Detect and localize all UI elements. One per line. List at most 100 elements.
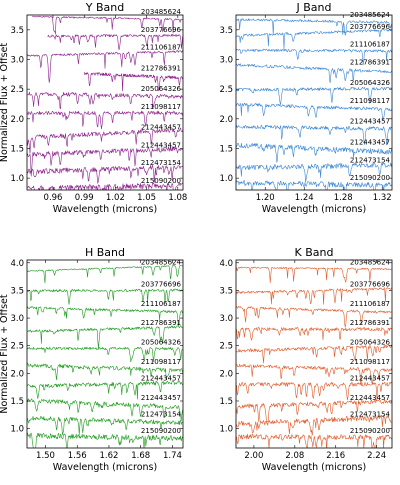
x-tick-label: 2.00 [244,451,263,461]
series-label-3: 212786391 [350,319,390,327]
series-label-8: 212473154 [141,410,182,418]
spectrum-line-7 [27,398,183,422]
x-tick-label: 1.62 [99,451,118,461]
panel-title: H Band [85,246,125,259]
x-tick-label: 1.68 [131,451,150,461]
x-axis-label: Wavelength (microns) [53,204,157,215]
series-label-7: 212443457 [350,394,390,402]
series-label-6: 212443457 [350,118,390,126]
series-label-1: 203776696 [141,280,182,288]
panel-0: 203485624 203776696 211106187 212786391 2050… [0,1,187,215]
y-tick-label: 4.0 [219,259,233,269]
series-label-4: 205064326 [141,338,182,346]
y-tick-label: 2.0 [219,115,233,125]
x-tick-label: 1.24 [295,193,314,203]
spectrum-line-3 [27,325,183,349]
spectrum-line-3 [236,327,392,341]
x-tick-label: 1.05 [137,193,156,203]
series-label-1: 203776696 [350,280,391,288]
series-label-8: 212473154 [141,159,182,167]
series-label-0: 203485624 [141,258,182,266]
x-tick-label: 1.28 [334,193,353,203]
y-tick-label: 1.0 [219,174,233,184]
panel-2: 203485624 203776696 211106187 212786391 2050… [0,246,184,473]
series-label-5: 211098117 [141,358,181,366]
series-label-6: 212443457 [141,374,181,382]
spectrum-line-1 [236,287,392,305]
series-label-1: 203776696 [350,23,391,31]
series-label-2: 211106187 [350,41,390,49]
y-tick-label: 1.0 [219,425,233,435]
series-label-6: 212443457 [141,124,181,132]
spectrum-line-6 [236,381,392,401]
plot-frame [235,14,393,191]
spectrum-line-9 [236,180,392,190]
panel-1: 2034856242037766962111061872127863912050… [219,1,393,215]
spectrum-line-7 [236,142,392,163]
spectrum-line-9 [236,433,392,448]
spectrum-line-7 [236,399,392,426]
spectrum-line-1 [236,28,392,50]
series-label-4: 205064326 [350,338,391,346]
x-tick-label: 1.32 [373,193,392,203]
x-tick-label: 1.74 [163,451,182,461]
series-label-0: 203485624 [141,8,182,16]
series-label-9: 215090200 [350,174,390,182]
spectrum-line-5 [236,363,392,386]
y-tick-label: 2.5 [10,342,24,352]
y-tick-label: 3.0 [10,314,24,324]
series-label-6: 212443457 [350,374,390,382]
spectrum-line-4 [27,346,183,363]
spectrum-line-1 [27,288,183,305]
spectrum-line-1 [47,33,183,51]
y-axis-label: Normalized Flux + Offset [0,294,10,413]
x-tick-label: 0.99 [75,193,94,203]
y-tick-label: 3.0 [219,55,233,65]
spectra-group [27,264,183,448]
y-tick-label: 2.5 [219,85,233,95]
series-label-4: 205064326 [350,79,391,87]
spectrum-line-5 [27,362,183,381]
spectrum-line-5 [236,102,392,121]
spectrum-line-0 [236,266,392,284]
spectrum-line-9 [27,432,183,448]
y-tick-label: 1.5 [219,144,233,154]
series-label-0: 203485624 [350,258,391,266]
series-label-2: 211106187 [350,300,390,308]
y-tick-label: 3.5 [219,26,233,36]
spectrum-line-3 [83,71,183,92]
x-tick-label: 1.20 [256,193,275,203]
y-tick-label: 1.5 [219,397,233,407]
y-tick-label: 3.0 [10,55,24,65]
x-tick-label: 0.96 [44,193,63,203]
series-label-5: 211098117 [350,97,390,105]
spectrum-line-8 [236,414,392,436]
spectrum-line-8 [27,165,183,184]
y-tick-label: 2.5 [10,85,24,95]
x-tick-label: 1.50 [36,451,55,461]
series-label-5: 211098117 [141,103,181,111]
spectrum-line-4 [236,87,392,105]
series-label-1: 203776696 [141,26,182,34]
y-axis-label: Normalized Flux + Offset [0,43,10,162]
plot-frame [235,259,393,449]
spectrum-line-0 [32,15,183,35]
spectrum-line-6 [27,380,183,400]
spectrum-line-8 [27,415,183,436]
spectrum-line-2 [27,306,183,326]
spectra-group [236,266,392,448]
spectrum-line-2 [236,305,392,328]
series-label-3: 212786391 [141,319,181,327]
x-tick-label: 1.02 [106,193,125,203]
y-tick-label: 3.5 [10,286,24,296]
y-tick-label: 1.0 [10,174,24,184]
panel-title: K Band [295,246,334,259]
spectrum-line-6 [236,124,392,146]
series-label-5: 211098117 [350,358,390,366]
series-label-4: 205064326 [141,85,182,93]
spectrum-line-4 [27,91,183,109]
series-label-2: 211106187 [141,44,181,52]
y-tick-label: 2.0 [10,369,24,379]
y-tick-label: 3.5 [10,26,24,36]
spectrum-line-6 [27,127,183,154]
